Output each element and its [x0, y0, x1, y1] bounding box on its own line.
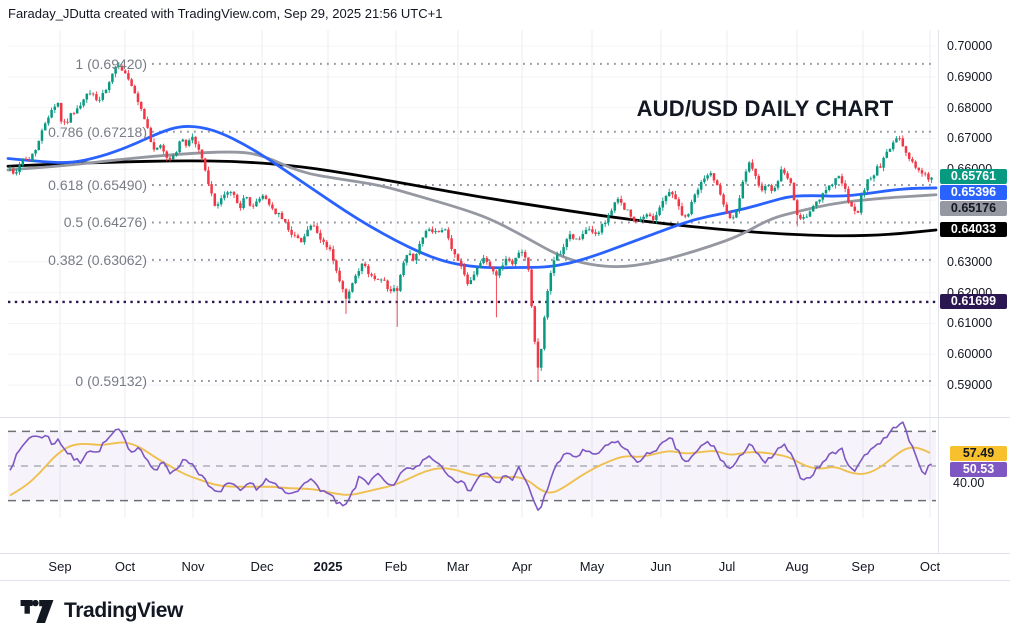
time-axis-label: Mar — [446, 559, 470, 574]
price-axis-label: 0.68000 — [947, 100, 993, 115]
price-axis-label: 0.70000 — [947, 39, 993, 53]
time-axis-label: Feb — [384, 559, 408, 574]
time-axis-label: Jun — [650, 559, 672, 574]
rsi-ma-badge: 57.49 — [950, 445, 1007, 461]
time-axis-label: Dec — [250, 559, 274, 574]
ma-fast-badge: 0.65396 — [940, 185, 1007, 201]
price-axis-label: 0.63000 — [947, 254, 993, 269]
time-axis-label: Aug — [785, 559, 809, 574]
last-price-badge: 0.65761 — [940, 169, 1007, 185]
time-axis-label: Nov — [181, 559, 205, 574]
chart-attribution: Faraday_JDutta created with TradingView.… — [8, 6, 443, 21]
time-axis-label: Jul — [718, 559, 736, 574]
price-axis-label: 0.60000 — [947, 347, 993, 362]
time-axis-label: Sep — [48, 559, 72, 574]
fib-level-label: 0.5 (0.64276) — [63, 214, 147, 231]
rsi-value-badge: 50.53 — [950, 461, 1007, 477]
price-axis-label: 0.69000 — [947, 69, 993, 84]
price-axis-label: 0.61000 — [947, 316, 993, 331]
tradingview-logo-icon — [20, 599, 54, 623]
fib-level-label: 0.382 (0.63062) — [48, 251, 147, 268]
ma-mid-badge: 0.65176 — [940, 201, 1007, 217]
price-axis-label: 0.59000 — [947, 378, 993, 393]
fib-level-label: 0.786 (0.67218) — [48, 123, 147, 140]
time-axis-label: May — [579, 559, 605, 574]
fib-level-label: 0 (0.59132) — [75, 373, 147, 390]
time-axis-label: 2025 — [313, 559, 343, 574]
fib-level-label: 0.618 (0.65490) — [48, 177, 147, 194]
ma-slow-badge: 0.64033 — [940, 222, 1007, 238]
time-axis-label: Oct — [114, 559, 136, 574]
level-badge: 0.61699 — [940, 294, 1007, 310]
tradingview-logo[interactable]: TradingView — [20, 599, 183, 623]
time-axis-label: Apr — [511, 559, 533, 574]
time-axis-label: Sep — [851, 559, 875, 574]
fib-level-label: 1 (0.69420) — [75, 55, 147, 72]
tradingview-logo-text: TradingView — [64, 599, 183, 622]
time-axis-label: Oct — [919, 559, 941, 574]
price-axis-label: 0.67000 — [947, 131, 993, 146]
chart-title: AUD/USD DAILY CHART — [636, 96, 894, 121]
rsi-axis-label: 40.00 — [953, 476, 985, 491]
